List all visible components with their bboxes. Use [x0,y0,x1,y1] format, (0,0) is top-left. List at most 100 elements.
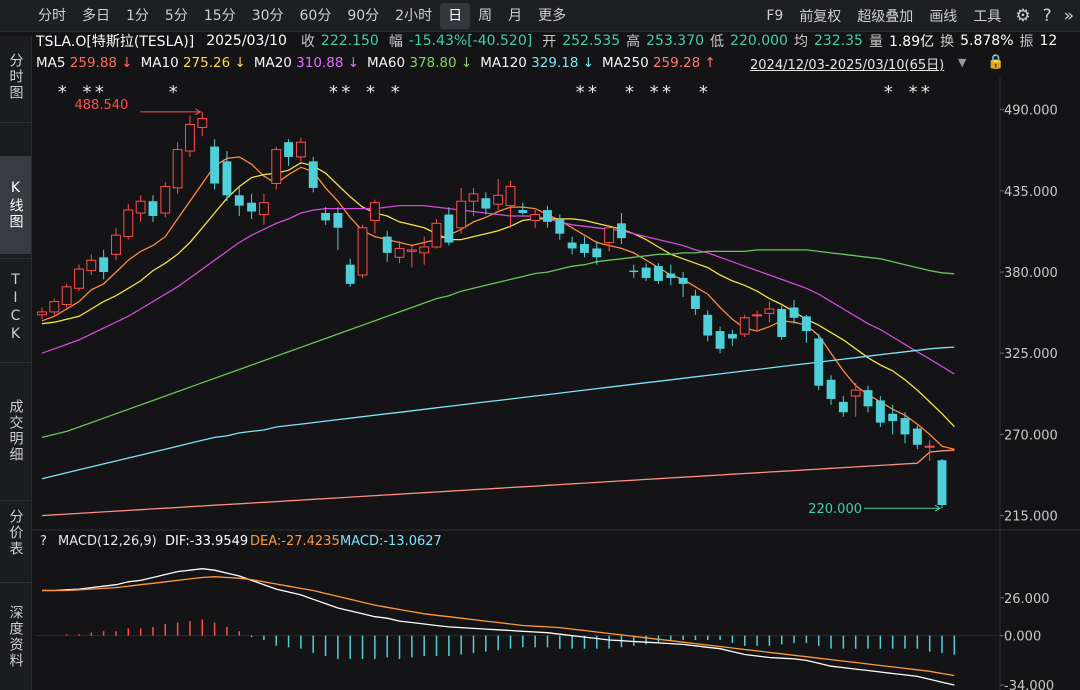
ma-line-ma60 [41,249,955,439]
timeframe-tab[interactable]: 5分 [164,7,188,24]
macd-tick-label: 26.000 [1004,592,1050,607]
max-arrow-head [195,108,202,116]
side-tab[interactable]: TICK [7,272,24,344]
event-star-marker: * [921,82,930,103]
candle-body [666,273,676,278]
side-tab[interactable]: K线图 [0,156,31,254]
ma-legend-item: MA60 378.80 ↓ [367,55,473,71]
ma-legend-item: MA10 275.26 ↓ [140,55,246,71]
change-label: 幅 [388,34,403,50]
toolbar-button[interactable]: 前复权 [799,8,842,25]
side-tab[interactable]: 成交明细 [7,399,24,463]
timeframe-tab[interactable]: 60分 [299,7,332,24]
close-label: 收 [300,34,315,50]
side-tab[interactable]: 分时图 [7,53,24,101]
candle-body [850,389,861,397]
toolbar-button[interactable]: 超级叠加 [857,8,914,25]
candle-body [629,270,639,273]
candle-body [308,161,318,188]
event-star-marker: * [625,82,634,103]
macd-title: MACD(12,26,9) [58,534,157,549]
timeframe-tab[interactable]: 多日 [82,7,110,24]
timeframe-tab[interactable]: 月 [508,7,523,24]
amplitude-value: 12 [1039,33,1058,49]
candle-body [431,222,442,248]
settings-gear-icon[interactable]: ⚙ [1015,5,1031,26]
event-star-marker: * [341,82,350,103]
event-star-marker: * [662,82,671,103]
event-star-marker: * [650,82,659,103]
timeframe-tab[interactable]: 15分 [203,7,236,24]
candle-body [369,202,380,221]
candle-body [172,149,183,189]
timeframe-tab[interactable]: 1分 [126,7,149,24]
event-star-marker: * [699,82,708,103]
timeframe-tab[interactable]: 90分 [347,7,380,24]
lock-icon[interactable]: 🔒 [987,54,1005,70]
collapse-chevron-icon[interactable]: » [1063,5,1074,26]
price-tick-label: 215.000 [1004,510,1058,525]
candle-body [37,311,47,316]
candle-body [99,257,109,273]
date-range-selector[interactable]: 2024/12/03-2025/03/10(65日) [750,58,945,73]
ma-legend-item: MA250 259.28 ↑ [602,55,716,71]
timeframe-tab[interactable]: 周 [478,7,493,24]
candle-body [924,445,935,448]
toolbar-button[interactable]: 工具 [973,8,1002,25]
event-star-marker: * [169,82,178,103]
high-value: 253.370 [646,33,705,49]
candle-body [111,234,121,255]
side-tab[interactable]: 深度资料 [7,605,24,669]
timeframe-tab[interactable]: 2小时 [395,7,433,24]
candle-body [419,246,430,254]
help-icon[interactable]: ? [1042,5,1052,26]
right-tools: F9 前复权 超级叠加 画线 工具 [758,6,1009,26]
candle-body [394,247,405,258]
toolbar-button[interactable]: F9 [766,7,784,24]
side-divider [0,122,31,123]
event-star-marker: * [82,82,91,103]
macd-dea-label: DEA:-27.4235 [250,534,340,549]
candle-body [357,227,368,276]
symbol-label[interactable]: TSLA.O[特斯拉(TESLA)] [36,34,195,50]
volume-label: 量 [868,34,883,50]
side-tab[interactable]: 分价表 [7,509,24,557]
ma-legend: MA5 259.88 ↓ MA10 275.26 ↓ MA20 310.88 ↓ MA… [36,53,1080,73]
candle-body [739,317,750,335]
candle-body [592,248,602,258]
event-star-marker: * [329,82,338,103]
price-tick-label: 325.000 [1004,347,1058,362]
ma-legend-item: MA20 310.88 ↓ [253,55,360,71]
candle-body [493,194,504,205]
price-tick-label: 435.000 [1004,185,1058,200]
open-value: 252.535 [562,33,621,49]
toolbar-button[interactable]: 画线 [929,8,958,25]
timeframe-tab[interactable]: 30分 [251,7,284,24]
timeframe-tab[interactable]: 更多 [538,7,567,24]
candle-body [468,193,479,202]
macd-dif-label: DIF:-33.9549 [165,534,248,549]
candle-body [444,214,454,243]
candle-body [789,307,799,318]
left-sidebar: 分时图 K线图 TICK 成交明细分价表深度资料 [0,36,32,690]
dropdown-triangle-icon[interactable]: ▼ [958,56,967,69]
timeframe-tab[interactable]: 分时 [38,7,66,24]
avg-value: 232.35 [813,33,863,49]
macd-dea-line [42,576,955,677]
candle-body [752,314,763,317]
candle-body [518,210,528,214]
candle-body [838,401,848,413]
side-divider [0,362,31,363]
candle-body [543,210,552,222]
ma-legend-item: MA5 259.88 ↓ [36,55,133,71]
candle-body [185,123,195,152]
candle-body [617,223,626,239]
event-star-marker: * [58,82,67,103]
low-value: 220.000 [730,33,788,49]
candle-body [406,249,417,252]
turnover-label: 换 [940,34,955,50]
timeframe-tab[interactable]: 日 [440,2,471,29]
candle-body [875,400,885,423]
candle-body [49,301,60,313]
